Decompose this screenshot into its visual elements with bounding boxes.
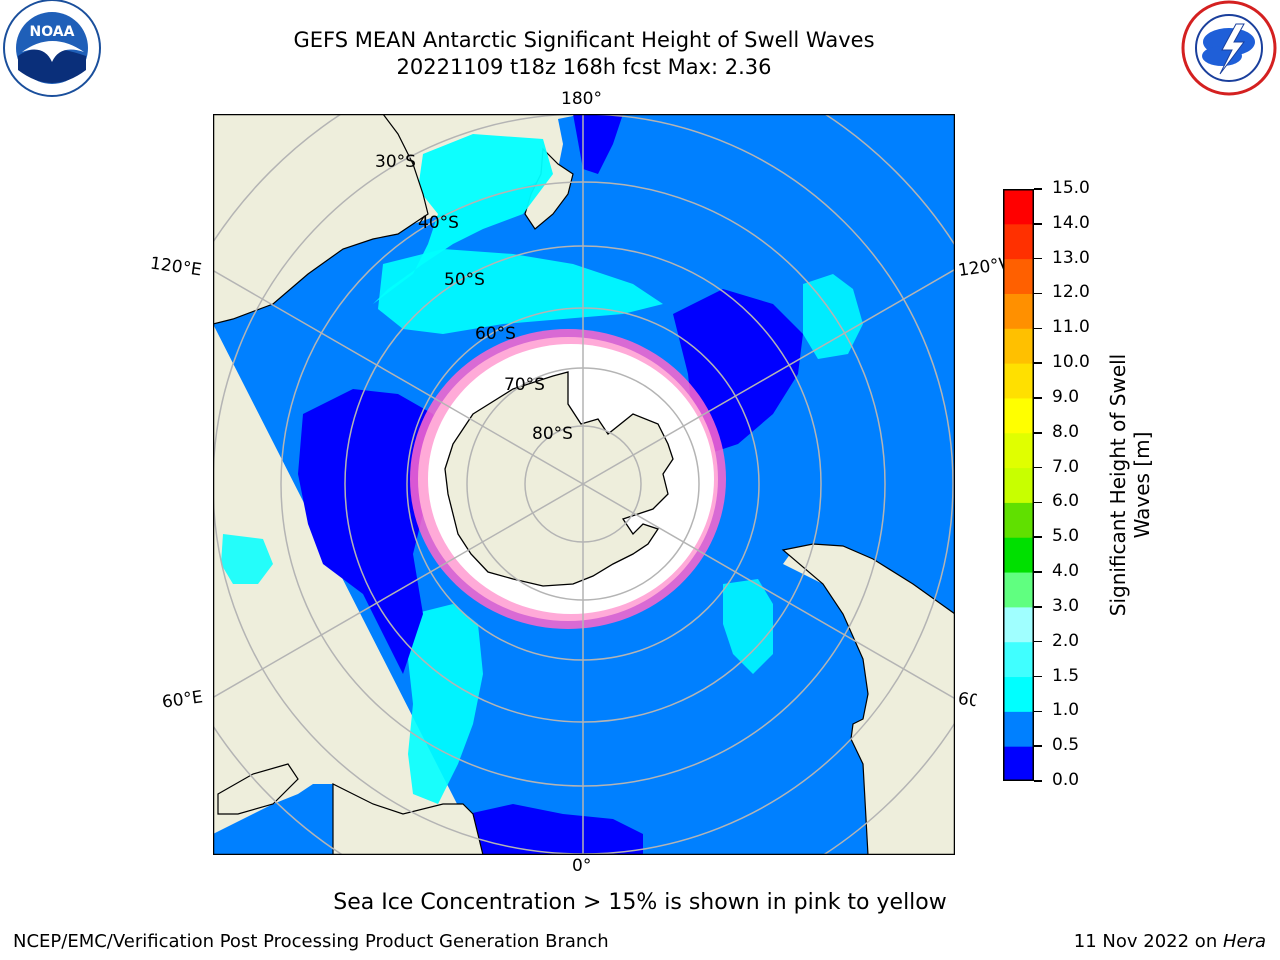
chart-subtitle: 20221109 t18z 168h fcst Max: 2.36: [396, 55, 772, 79]
colorbar-tick-mark: [1034, 466, 1042, 469]
swell-zone-dark-south: [463, 804, 643, 855]
swell-zone-dark-west: [298, 389, 443, 674]
colorbar: [1003, 189, 1034, 782]
colorbar-tick-label: 14.0: [1052, 212, 1090, 233]
colorbar-tick-mark: [1034, 432, 1042, 434]
longitude-gridlines: [213, 114, 955, 855]
noaa-logo: NOAA: [0, 0, 105, 100]
colorbar-swatches: [1003, 189, 1034, 782]
lat-label-70s: 70°S: [504, 375, 545, 395]
colorbar-swatch: [1003, 189, 1034, 225]
colorbar-swatch: [1003, 711, 1034, 747]
colorbar-tick-mark: [1034, 640, 1042, 643]
footer-left: NCEP/EMC/Verification Post Processing Pr…: [13, 931, 609, 952]
map-panel: [212, 113, 956, 856]
colorbar-swatch: [1003, 746, 1034, 782]
south-america-land: [781, 543, 955, 855]
colorbar-tick-label: 15.0: [1052, 178, 1090, 198]
colorbar-swatch: [1003, 432, 1034, 469]
colorbar-tick-mark: [1034, 292, 1042, 295]
colorbar-tick-mark: [1034, 223, 1042, 225]
colorbar-tick-label: 10.0: [1052, 352, 1090, 373]
nws-logo: [1178, 0, 1280, 100]
colorbar-swatch: [1003, 572, 1034, 608]
colorbar-swatch: [1003, 676, 1034, 712]
colorbar-swatch: [1003, 397, 1034, 434]
colorbar-tick-mark: [1034, 188, 1042, 190]
colorbar-tick-label: 9.0: [1052, 386, 1080, 407]
colorbar-tick-label: 12.0: [1052, 282, 1090, 303]
colorbar-tick-label: 0.0: [1052, 770, 1080, 790]
colorbar-swatch: [1003, 641, 1034, 678]
colorbar-tick-label: 8.0: [1052, 421, 1080, 442]
colorbar-tick-mark: [1034, 675, 1042, 678]
colorbar-tick-label: 7.0: [1052, 456, 1080, 477]
colorbar-tick-mark: [1034, 780, 1042, 782]
colorbar-tick-label: 6.0: [1052, 491, 1080, 512]
lat-label-50s: 50°S: [444, 270, 485, 290]
colorbar-tick-mark: [1034, 710, 1042, 713]
colorbar-tick-label: 5.0: [1052, 526, 1080, 547]
colorbar-tick-label: 4.0: [1052, 561, 1080, 582]
colorbar-tick-mark: [1034, 536, 1042, 538]
lon-label-0: 0°: [572, 856, 592, 876]
colorbar-tick-mark: [1034, 397, 1042, 399]
colorbar-tick-mark: [1034, 745, 1042, 747]
colorbar-tick-mark: [1034, 327, 1042, 330]
swell-zone-light-west: [373, 134, 553, 304]
lon-label-120e: 120°E: [148, 253, 203, 281]
colorbar-tick-label: 3.0: [1052, 595, 1080, 616]
colorbar-swatch: [1003, 258, 1034, 294]
colorbar-swatch: [1003, 363, 1034, 399]
swell-zone-dark-northeast: [573, 114, 623, 174]
colorbar-swatch: [1003, 328, 1034, 364]
polar-map: [212, 113, 956, 856]
swell-zone-light-southeast: [723, 579, 773, 674]
colorbar-tick-mark: [1034, 362, 1042, 364]
colorbar-tick-label: 1.5: [1052, 665, 1080, 686]
colorbar-swatch: [1003, 293, 1034, 329]
colorbar-frame: [1003, 189, 1034, 781]
lat-label-40s: 40°S: [418, 213, 459, 233]
colorbar-tick-label: 11.0: [1052, 317, 1090, 338]
australia-land: [213, 114, 429, 325]
colorbar-swatch: [1003, 467, 1034, 503]
africa-land: [332, 783, 484, 855]
colorbar-title: Significant Height of Swell Waves [m]: [1106, 354, 1154, 616]
swell-zone-light-southwest: [221, 534, 273, 584]
swell-zone-light-center: [378, 249, 663, 334]
chart-title: GEFS MEAN Antarctic Significant Height o…: [293, 28, 875, 52]
colorbar-swatch: [1003, 537, 1034, 573]
madagascar-land: [217, 763, 299, 815]
colorbar-tick-mark: [1034, 606, 1042, 608]
footer-machine: Hera: [1222, 931, 1266, 952]
colorbar-tick-label: 2.0: [1052, 630, 1080, 651]
colorbar-tick-label: 13.0: [1052, 247, 1090, 268]
lat-label-30s: 30°S: [375, 152, 416, 172]
lon-label-60e: 60°E: [160, 687, 205, 713]
colorbar-tick-label: 0.5: [1052, 735, 1080, 756]
lat-label-60s: 60°S: [475, 324, 516, 344]
sea-ice-caption: Sea Ice Concentration > 15% is shown in …: [333, 890, 947, 915]
map-frame: [212, 113, 956, 856]
colorbar-tick-mark: [1034, 571, 1042, 573]
colorbar-title-line1: Significant Height of Swell: [1106, 353, 1130, 617]
lon-label-60w: 60°W: [956, 688, 978, 712]
colorbar-tick-label: 1.0: [1052, 700, 1080, 721]
noaa-logo-text: NOAA: [30, 24, 75, 40]
lon-label-180: 180°: [561, 89, 602, 109]
colorbar-tick-mark: [1034, 257, 1042, 260]
footer-right: 11 Nov 2022 on Hera: [1074, 931, 1266, 952]
colorbar-tick-mark: [1034, 501, 1042, 504]
colorbar-swatch: [1003, 502, 1034, 538]
colorbar-title-line2: Waves [m]: [1130, 431, 1154, 539]
colorbar-swatch: [1003, 223, 1034, 260]
colorbar-swatch: [1003, 606, 1034, 643]
footer-date: 11 Nov 2022 on: [1073, 931, 1223, 952]
swell-zone-light-south: [408, 604, 483, 804]
lat-label-80s: 80°S: [532, 424, 573, 444]
